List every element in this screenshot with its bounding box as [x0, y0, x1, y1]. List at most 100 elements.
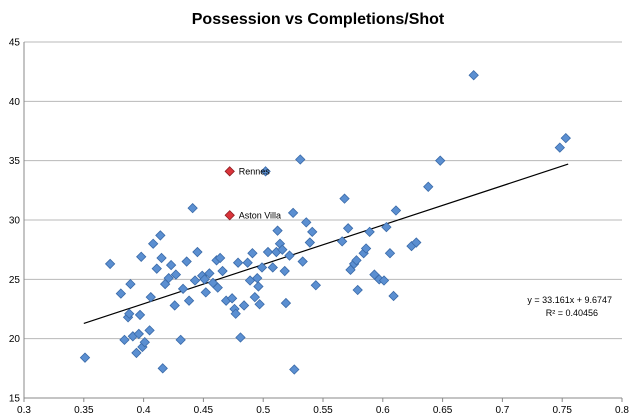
- point-annotation: Aston Villa: [239, 210, 281, 220]
- data-point: [253, 281, 264, 292]
- data-point: [267, 262, 278, 273]
- data-point: [423, 181, 434, 192]
- data-point: [145, 291, 156, 303]
- data-point: [254, 299, 265, 310]
- data-point: [125, 278, 136, 290]
- x-tick-label: 0.65: [433, 405, 453, 416]
- data-point: [384, 248, 396, 259]
- chart-title: Possession vs Completions/Shot: [192, 11, 445, 28]
- data-point: [468, 70, 479, 81]
- data-point: [339, 193, 350, 204]
- data-point: [390, 205, 402, 216]
- data-point: [554, 142, 565, 153]
- data-point: [230, 308, 241, 319]
- data-point: [247, 248, 258, 259]
- data-point: [342, 223, 354, 234]
- data-point: [170, 269, 182, 280]
- x-tick-label: 0.6: [376, 405, 390, 416]
- data-point: [381, 221, 392, 233]
- data-point: [304, 237, 316, 248]
- data-point: [163, 272, 174, 284]
- data-point: [336, 236, 348, 247]
- data-point: [307, 226, 318, 238]
- trendline: [83, 163, 569, 325]
- x-tick-label: 0.7: [495, 405, 509, 416]
- data-point: [177, 283, 189, 294]
- y-tick-label: 40: [9, 97, 21, 108]
- axes: [23, 42, 623, 402]
- data-point: [272, 225, 283, 236]
- data-point: [284, 250, 295, 261]
- trendline-equation: y = 33.161x + 9.6747 R² = 0.40456: [527, 295, 612, 318]
- data-point: [119, 334, 130, 346]
- data-point: [364, 226, 375, 238]
- data-point: [212, 282, 223, 293]
- highlighted-data-point: [224, 166, 235, 177]
- data-point: [262, 246, 274, 258]
- data-point: [301, 217, 312, 228]
- x-tick-label: 0.75: [552, 405, 572, 416]
- data-point: [297, 256, 308, 267]
- data-points: [79, 70, 571, 375]
- data-point: [260, 166, 271, 177]
- data-point: [157, 363, 168, 374]
- data-point: [151, 263, 162, 274]
- data-point: [280, 297, 292, 309]
- gridlines: [24, 41, 622, 340]
- data-point: [232, 257, 244, 268]
- data-point: [310, 280, 321, 291]
- trendline-line: [83, 163, 569, 325]
- data-point: [295, 154, 306, 165]
- highlighted-data-point: [224, 210, 235, 221]
- data-point: [388, 290, 399, 302]
- data-point: [411, 237, 422, 248]
- data-point: [124, 308, 135, 319]
- data-point: [226, 293, 238, 304]
- data-point: [169, 300, 180, 311]
- data-point: [133, 328, 144, 340]
- y-tick-label: 30: [9, 216, 21, 227]
- data-point: [352, 284, 363, 296]
- trendline-equation-text: y = 33.161x + 9.6747: [527, 295, 612, 305]
- data-point: [139, 337, 150, 348]
- data-point: [289, 364, 300, 375]
- data-point: [189, 275, 201, 286]
- data-point: [200, 287, 211, 298]
- y-tick-label: 45: [9, 38, 21, 49]
- data-point: [249, 291, 260, 303]
- data-point: [242, 257, 253, 268]
- data-point: [435, 155, 446, 166]
- data-point: [181, 256, 192, 267]
- data-point: [199, 274, 210, 285]
- data-point: [144, 325, 155, 336]
- data-point: [136, 251, 147, 262]
- y-tick-label: 35: [9, 156, 21, 167]
- data-point: [204, 268, 215, 279]
- data-point: [360, 243, 372, 254]
- data-point: [79, 352, 91, 363]
- tick-labels: 15 20 25 30 35 40 45 0.3 0.35 0.4 0.45 0.5 0.55 0.6 0.…: [9, 38, 630, 417]
- data-point: [183, 295, 195, 306]
- data-point: [217, 265, 228, 277]
- data-point: [115, 288, 127, 299]
- data-point: [148, 238, 159, 249]
- x-tick-label: 0.45: [194, 405, 214, 416]
- y-tick-label: 15: [9, 394, 21, 405]
- data-point: [187, 202, 198, 214]
- data-point: [134, 309, 146, 321]
- data-point: [378, 275, 390, 286]
- data-point: [156, 252, 167, 264]
- y-tick-label: 25: [9, 275, 21, 286]
- data-point: [256, 262, 268, 273]
- x-tick-label: 0.55: [313, 405, 333, 416]
- data-point: [104, 258, 116, 270]
- x-tick-label: 0.5: [256, 405, 270, 416]
- point-annotation: Rennes: [239, 166, 271, 176]
- x-tick-label: 0.8: [615, 405, 629, 416]
- trendline-r-squared-text: R² = 0.40456: [546, 308, 598, 318]
- x-tick-label: 0.3: [17, 405, 31, 416]
- data-point: [165, 259, 177, 271]
- data-point: [192, 246, 203, 258]
